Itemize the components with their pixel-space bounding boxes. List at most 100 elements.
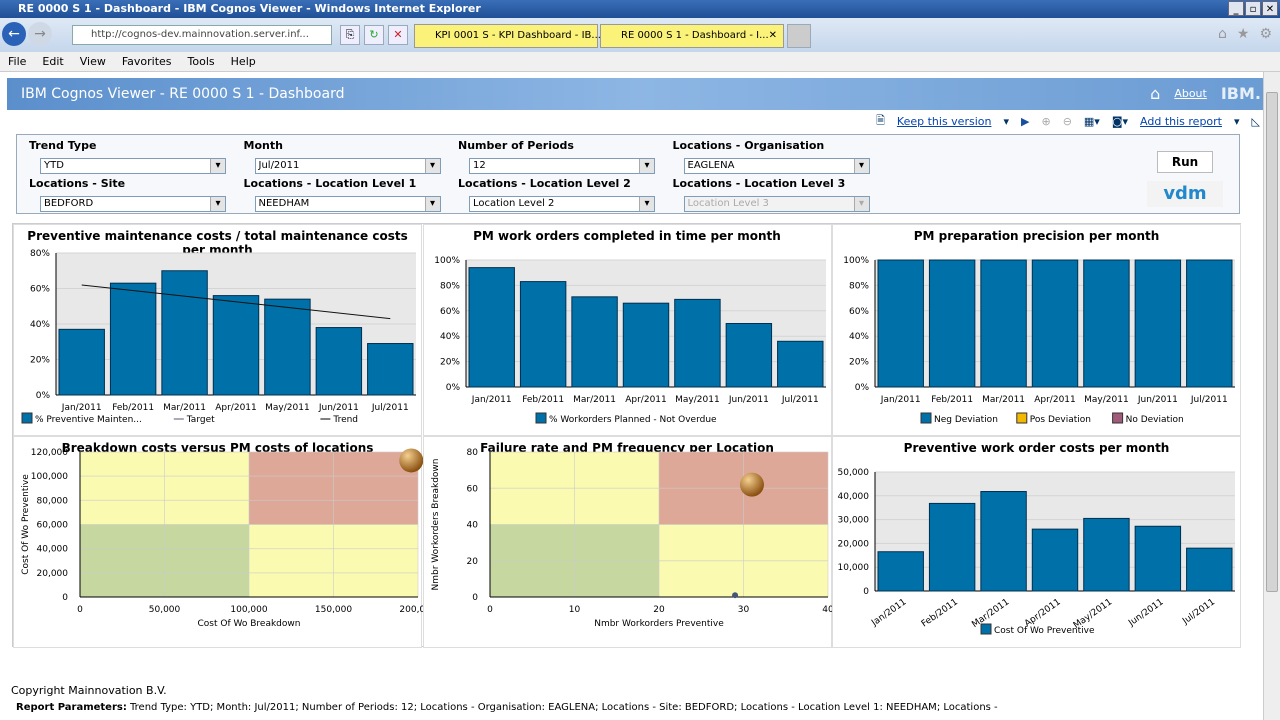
- menu-help[interactable]: Help: [230, 55, 256, 68]
- run-play-icon[interactable]: ▶: [1021, 115, 1030, 128]
- bar[interactable]: [519, 281, 566, 388]
- view-format-icon[interactable]: ▦▾: [1083, 115, 1100, 128]
- menu-file[interactable]: File: [8, 55, 27, 68]
- x-tick-label: May/2011: [1084, 395, 1129, 405]
- save-icon[interactable]: ◙▾: [1111, 115, 1129, 128]
- bar[interactable]: [725, 323, 772, 388]
- add-report-link[interactable]: Add this report: [1140, 115, 1222, 128]
- keep-version-link[interactable]: Keep this version: [896, 115, 992, 128]
- y-tick-label: 100,000: [31, 472, 68, 482]
- bar[interactable]: [367, 343, 414, 396]
- y-tick-label: 0: [62, 593, 68, 603]
- stop-icon[interactable]: ✕: [388, 25, 408, 45]
- tab-re-dashboard[interactable]: RE 0000 S 1 - Dashboard - I... ✕: [600, 24, 784, 48]
- bar[interactable]: [1031, 528, 1079, 592]
- x-tick-label: Jul/2011: [1190, 395, 1228, 405]
- y-tick-label: 40%: [30, 320, 50, 330]
- chart-panel: Failure rate and PM frequency per Locati…: [422, 436, 833, 648]
- maximize-button[interactable]: ▫: [1245, 1, 1261, 16]
- menu-view[interactable]: View: [79, 55, 106, 68]
- bar[interactable]: [264, 298, 311, 396]
- x-tick-label: 40: [822, 605, 833, 615]
- bar[interactable]: [877, 551, 924, 592]
- bar[interactable]: [570, 296, 618, 388]
- bar[interactable]: [109, 282, 157, 396]
- filter-select[interactable]: Jul/2011: [254, 158, 441, 174]
- bar[interactable]: [776, 340, 824, 388]
- x-tick-label: Jan/2011: [869, 597, 908, 629]
- close-window-button[interactable]: ✕: [1262, 1, 1278, 16]
- bar[interactable]: [928, 502, 976, 592]
- x-tick-label: Apr/2011: [1034, 395, 1076, 405]
- y-tick-label: 120,000: [31, 448, 68, 458]
- bar[interactable]: [673, 298, 721, 388]
- forward-button[interactable]: →: [28, 22, 52, 46]
- dropdown-icon[interactable]: ▾: [1234, 115, 1240, 128]
- bar[interactable]: [1134, 259, 1182, 388]
- legend-swatch: [1112, 412, 1124, 424]
- menu-edit[interactable]: Edit: [42, 55, 64, 68]
- bar[interactable]: [1186, 259, 1233, 388]
- bar[interactable]: [1134, 525, 1182, 592]
- bubble[interactable]: [731, 592, 738, 599]
- window-title: RE 0000 S 1 - Dashboard - IBM Cognos Vie…: [18, 2, 481, 15]
- about-link[interactable]: About: [1174, 87, 1207, 100]
- bar[interactable]: [468, 267, 515, 388]
- legend-label: % Preventive Mainten...: [35, 415, 142, 425]
- bar[interactable]: [1031, 259, 1079, 388]
- bar[interactable]: [58, 328, 105, 396]
- keep-version-icon[interactable]: 🗎: [876, 114, 885, 127]
- bar[interactable]: [315, 327, 363, 396]
- minimize-button[interactable]: _: [1228, 1, 1244, 16]
- run-button[interactable]: Run: [1157, 151, 1213, 173]
- bar[interactable]: [1186, 547, 1233, 592]
- refresh-icon[interactable]: ↻: [364, 25, 384, 45]
- home-icon[interactable]: ⌂: [1217, 26, 1227, 42]
- y-tick-label: 40%: [439, 332, 459, 342]
- tools-gear-icon[interactable]: ⚙: [1259, 26, 1272, 42]
- tab-kpi-dashboard[interactable]: KPI 0001 S - KPI Dashboard - IB...: [414, 24, 601, 48]
- menu-tools[interactable]: Tools: [187, 55, 215, 68]
- close-tab-icon[interactable]: ✕: [768, 30, 777, 41]
- bar[interactable]: [1083, 517, 1130, 592]
- bar[interactable]: [161, 270, 208, 396]
- address-bar[interactable]: http://cognos-dev.mainnovation.server.in…: [72, 25, 332, 45]
- back-button[interactable]: ←: [2, 22, 26, 46]
- filter-select[interactable]: YTD: [40, 158, 226, 174]
- chart-panel: Preventive work order costs per month 0 10…: [832, 436, 1241, 648]
- vertical-scrollbar[interactable]: [1263, 72, 1280, 720]
- y-tick-label: 60%: [30, 285, 50, 295]
- favorites-icon[interactable]: ★: [1236, 26, 1250, 42]
- filter-select[interactable]: Location Level 2: [469, 196, 655, 212]
- bar[interactable]: [980, 491, 1027, 592]
- scroll-thumb[interactable]: [1266, 92, 1278, 592]
- bubble[interactable]: [739, 472, 764, 497]
- dropdown-icon[interactable]: ▾: [1003, 115, 1009, 128]
- y-tick-label: 60%: [849, 307, 869, 317]
- home-icon[interactable]: ⌂: [1150, 84, 1161, 103]
- bar[interactable]: [877, 259, 924, 388]
- bar[interactable]: [980, 259, 1027, 388]
- menu-favorites[interactable]: Favorites: [121, 55, 172, 68]
- bubble[interactable]: [399, 448, 423, 473]
- y-axis-title: Nmbr Workorders Breakdown: [431, 458, 441, 590]
- filter-select[interactable]: BEDFORD: [40, 196, 226, 212]
- drill-down-icon[interactable]: ⊕: [1041, 115, 1051, 128]
- x-axis-title: Nmbr Workorders Preventive: [594, 619, 724, 629]
- filter-select[interactable]: 12: [469, 158, 655, 174]
- filter-select[interactable]: NEEDHAM: [254, 196, 441, 212]
- y-axis-title: Cost Of Wo Preventive: [21, 474, 31, 575]
- ruler-icon[interactable]: ◺: [1251, 115, 1260, 128]
- bar[interactable]: [928, 259, 976, 388]
- bar[interactable]: [1083, 259, 1130, 388]
- x-tick-label: Jul/2011: [1180, 597, 1217, 627]
- filter-select[interactable]: EAGLENA: [683, 158, 870, 174]
- new-tab-button[interactable]: [787, 24, 811, 48]
- y-tick-label: 80: [466, 448, 478, 458]
- bar[interactable]: [622, 302, 669, 388]
- drill-up-icon[interactable]: ⊖: [1062, 115, 1072, 128]
- bar[interactable]: [212, 295, 260, 396]
- compat-view-icon[interactable]: ⎘: [340, 25, 360, 45]
- params-value: Trend Type: YTD; Month: Jul/2011; Number…: [130, 702, 998, 713]
- y-tick-label: 60%: [439, 307, 459, 317]
